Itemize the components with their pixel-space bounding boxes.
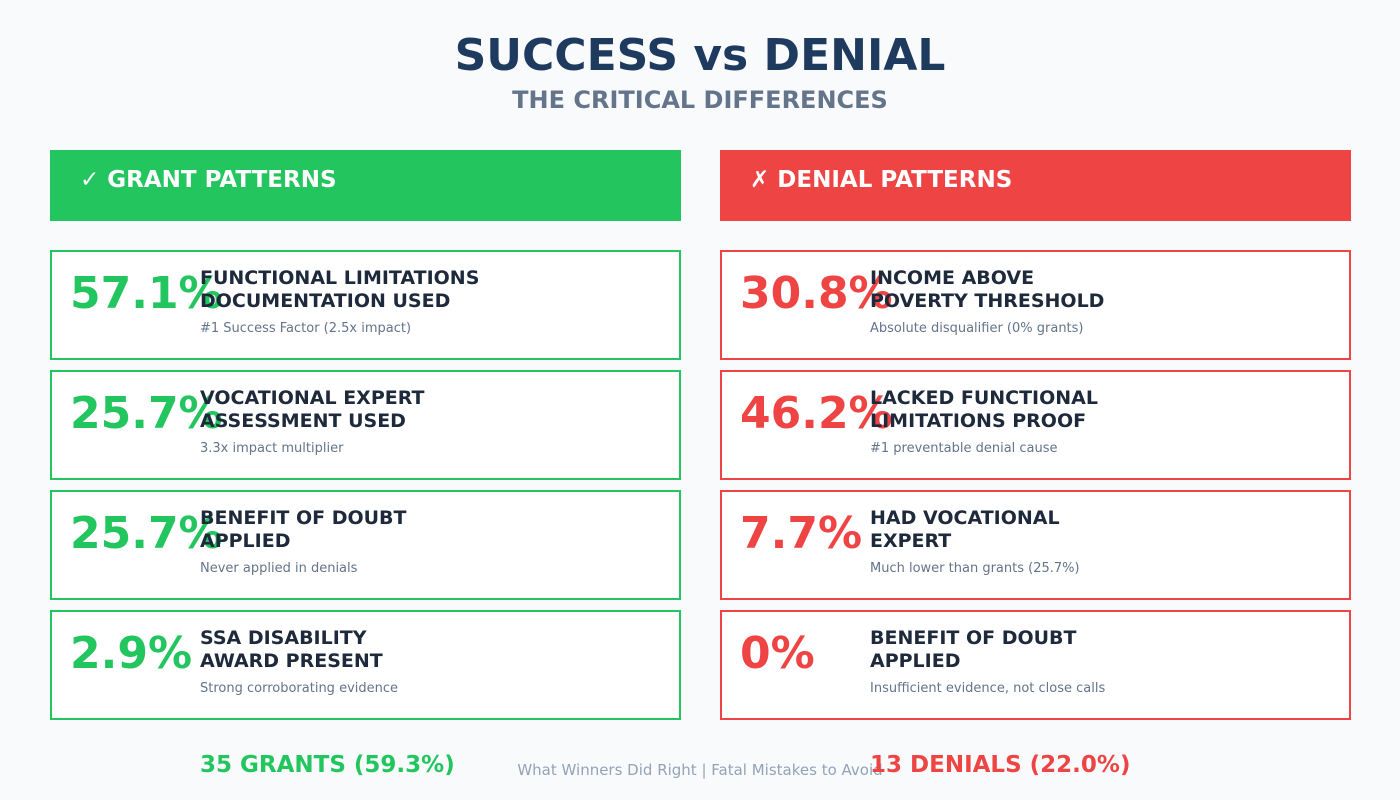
- denial-stat-label: HAD VOCATIONAL EXPERT: [870, 507, 1310, 553]
- grant-stat-label: VOCATIONAL EXPERT ASSESSMENT USED: [200, 387, 640, 433]
- grant-card-vocational-expert: 25.7% VOCATIONAL EXPERT ASSESSMENT USED …: [50, 370, 681, 480]
- grant-stat-note: 3.3x impact multiplier: [200, 441, 344, 456]
- footer-caption: What Winners Did Right | Fatal Mistakes …: [517, 761, 883, 779]
- label-line: ASSESSMENT USED: [200, 410, 406, 432]
- label-line: VOCATIONAL EXPERT: [200, 387, 425, 409]
- label-line: APPLIED: [200, 530, 291, 552]
- denial-card-income-above-poverty: 30.8% INCOME ABOVE POVERTY THRESHOLD Abs…: [720, 250, 1351, 360]
- grant-stat-note: #1 Success Factor (2.5x impact): [200, 321, 412, 336]
- label-line: FUNCTIONAL LIMITATIONS: [200, 267, 480, 289]
- label-line: APPLIED: [870, 650, 961, 672]
- label-line: SSA DISABILITY: [200, 627, 367, 649]
- grants-total: 35 GRANTS (59.3%): [200, 752, 455, 778]
- label-line: LACKED FUNCTIONAL: [870, 387, 1098, 409]
- grant-stat-value: 57.1%: [70, 268, 223, 319]
- label-line: DOCUMENTATION USED: [200, 290, 451, 312]
- grant-card-ssa-award: 2.9% SSA DISABILITY AWARD PRESENT Strong…: [50, 610, 681, 720]
- grant-card-functional-limitations: 57.1% FUNCTIONAL LIMITATIONS DOCUMENTATI…: [50, 250, 681, 360]
- grant-patterns-header: ✓ GRANT PATTERNS: [50, 150, 681, 221]
- denial-stat-label: INCOME ABOVE POVERTY THRESHOLD: [870, 267, 1310, 313]
- page-subtitle: THE CRITICAL DIFFERENCES: [512, 86, 888, 114]
- denials-total: 13 DENIALS (22.0%): [870, 752, 1131, 778]
- denial-stat-note: Absolute disqualifier (0% grants): [870, 321, 1084, 336]
- label-line: HAD VOCATIONAL: [870, 507, 1060, 529]
- grant-stat-label: BENEFIT OF DOUBT APPLIED: [200, 507, 640, 553]
- label-line: BENEFIT OF DOUBT: [870, 627, 1077, 649]
- denial-patterns-header: ✗ DENIAL PATTERNS: [720, 150, 1351, 221]
- denial-stat-note: Insufficient evidence, not close calls: [870, 681, 1106, 696]
- grant-stat-value: 25.7%: [70, 388, 223, 439]
- denial-stat-value: 0%: [740, 628, 815, 679]
- label-line: AWARD PRESENT: [200, 650, 383, 672]
- label-line: BENEFIT OF DOUBT: [200, 507, 407, 529]
- grant-stat-value: 2.9%: [70, 628, 193, 679]
- denial-stat-label: BENEFIT OF DOUBT APPLIED: [870, 627, 1310, 673]
- denial-card-benefit-of-doubt: 0% BENEFIT OF DOUBT APPLIED Insufficient…: [720, 610, 1351, 720]
- denial-stat-value: 7.7%: [740, 508, 863, 559]
- label-line: INCOME ABOVE: [870, 267, 1035, 289]
- denial-stat-value: 46.2%: [740, 388, 893, 439]
- label-line: LIMITATIONS PROOF: [870, 410, 1087, 432]
- page-title: SUCCESS vs DENIAL: [454, 30, 946, 81]
- grant-stat-label: FUNCTIONAL LIMITATIONS DOCUMENTATION USE…: [200, 267, 640, 313]
- grant-card-benefit-of-doubt: 25.7% BENEFIT OF DOUBT APPLIED Never app…: [50, 490, 681, 600]
- grant-stat-note: Never applied in denials: [200, 561, 358, 576]
- denial-stat-note: #1 preventable denial cause: [870, 441, 1058, 456]
- denial-stat-value: 30.8%: [740, 268, 893, 319]
- grant-stat-value: 25.7%: [70, 508, 223, 559]
- denial-card-lacked-functional-proof: 46.2% LACKED FUNCTIONAL LIMITATIONS PROO…: [720, 370, 1351, 480]
- grant-stat-note: Strong corroborating evidence: [200, 681, 399, 696]
- denial-stat-label: LACKED FUNCTIONAL LIMITATIONS PROOF: [870, 387, 1310, 433]
- label-line: POVERTY THRESHOLD: [870, 290, 1105, 312]
- grant-stat-label: SSA DISABILITY AWARD PRESENT: [200, 627, 640, 673]
- denial-card-vocational-expert: 7.7% HAD VOCATIONAL EXPERT Much lower th…: [720, 490, 1351, 600]
- label-line: EXPERT: [870, 530, 952, 552]
- denial-stat-note: Much lower than grants (25.7%): [870, 561, 1080, 576]
